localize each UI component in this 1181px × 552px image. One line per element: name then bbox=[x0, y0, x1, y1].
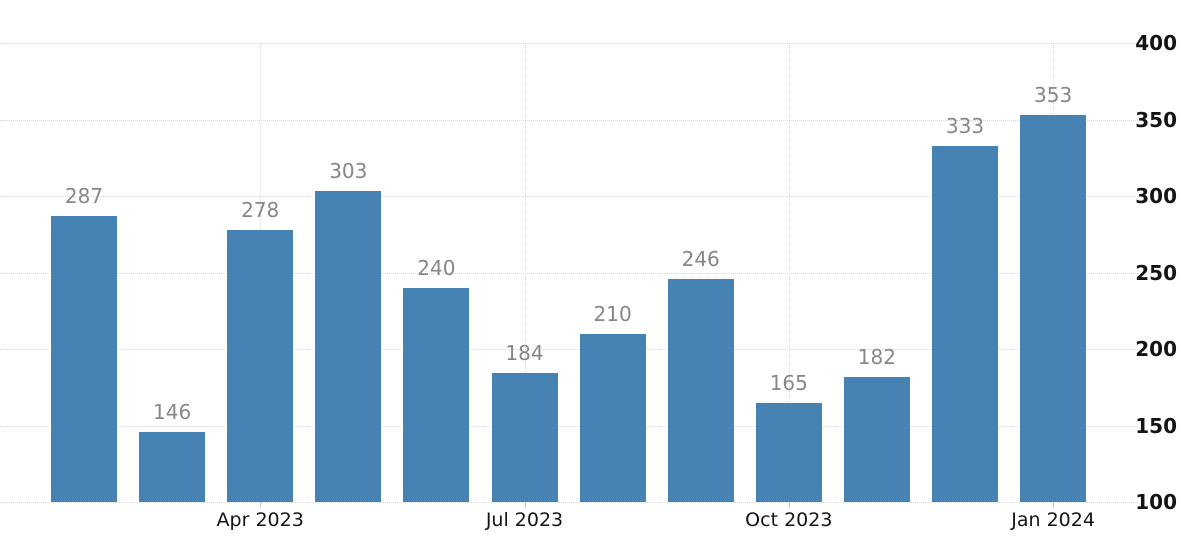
v-gridline bbox=[788, 43, 790, 502]
bar bbox=[755, 402, 822, 502]
bar bbox=[403, 287, 470, 502]
bar-value-label: 353 bbox=[1034, 82, 1073, 107]
h-gridline bbox=[0, 119, 1138, 121]
bar bbox=[51, 215, 117, 502]
bar-value-label: 146 bbox=[153, 399, 192, 424]
h-gridline bbox=[0, 196, 1138, 197]
y-axis-tick-label: 400 bbox=[1135, 31, 1177, 55]
x-axis-tick-label: Jul 2023 bbox=[485, 509, 564, 531]
h-gridline bbox=[0, 272, 1138, 274]
h-gridline bbox=[0, 425, 1138, 427]
x-axis-tick-label: Jan 2024 bbox=[1011, 509, 1095, 531]
bar bbox=[1020, 114, 1087, 502]
y-axis-tick-label: 300 bbox=[1135, 184, 1177, 208]
bar-value-label: 210 bbox=[593, 301, 632, 326]
bar-value-label: 240 bbox=[417, 255, 456, 280]
h-gridline bbox=[0, 502, 1138, 503]
h-gridline bbox=[0, 349, 1138, 350]
bar-value-label: 165 bbox=[769, 370, 808, 395]
bar-value-label: 287 bbox=[64, 183, 104, 208]
v-gridline bbox=[524, 43, 526, 502]
x-axis-tick-mark bbox=[260, 502, 262, 508]
bar bbox=[491, 373, 558, 502]
x-axis-tick-label: Apr 2023 bbox=[216, 509, 304, 531]
x-axis-tick-label: Oct 2023 bbox=[745, 509, 833, 531]
x-axis-tick-mark bbox=[788, 502, 790, 508]
x-axis-tick-mark bbox=[1053, 502, 1055, 508]
y-axis-tick-label: 200 bbox=[1135, 337, 1177, 361]
y-axis-tick-label: 150 bbox=[1135, 413, 1177, 438]
h-gridline bbox=[0, 43, 1138, 44]
y-axis-tick-label: 100 bbox=[1135, 490, 1177, 514]
bar bbox=[227, 229, 294, 502]
y-axis-tick-label: 350 bbox=[1135, 107, 1177, 132]
bar-value-label: 333 bbox=[945, 113, 985, 138]
bar bbox=[932, 145, 998, 502]
y-axis-tick-label: 250 bbox=[1135, 260, 1177, 285]
bar-value-label: 303 bbox=[329, 159, 368, 184]
bar bbox=[843, 376, 910, 502]
plot-area: 287 146 278 303 240 184 210 246 165 182 333 353 bbox=[0, 43, 1138, 508]
bar-value-label: 278 bbox=[241, 197, 280, 222]
bar-value-label: 246 bbox=[681, 246, 720, 271]
bar bbox=[667, 278, 734, 502]
x-axis-tick-mark bbox=[524, 502, 526, 508]
bar bbox=[579, 333, 646, 502]
bar bbox=[315, 191, 382, 502]
bar-value-label: 182 bbox=[857, 344, 896, 369]
bar-value-label: 184 bbox=[505, 341, 544, 366]
bar bbox=[139, 431, 206, 502]
